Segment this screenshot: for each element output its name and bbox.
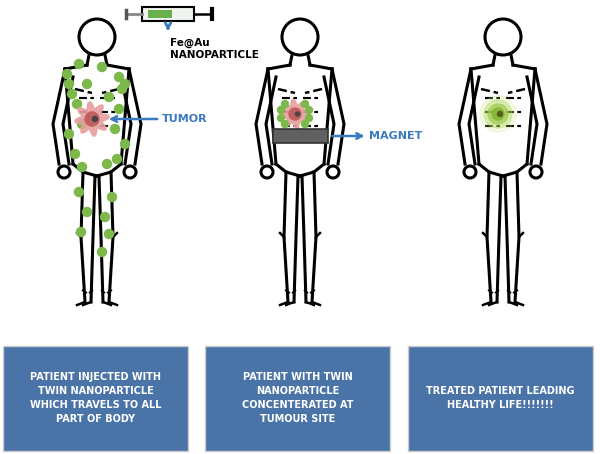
- Circle shape: [83, 207, 91, 217]
- Circle shape: [289, 108, 301, 120]
- Circle shape: [83, 79, 91, 89]
- Circle shape: [74, 59, 83, 69]
- Circle shape: [101, 212, 110, 222]
- Circle shape: [85, 112, 99, 126]
- Circle shape: [92, 117, 97, 122]
- Circle shape: [497, 112, 503, 117]
- Circle shape: [115, 73, 124, 82]
- Circle shape: [113, 154, 121, 163]
- Circle shape: [302, 120, 308, 128]
- Circle shape: [62, 69, 71, 79]
- Polygon shape: [75, 102, 109, 136]
- Circle shape: [110, 124, 119, 133]
- Circle shape: [77, 163, 86, 172]
- Circle shape: [77, 119, 86, 128]
- Circle shape: [103, 159, 112, 168]
- Circle shape: [281, 100, 289, 108]
- Circle shape: [71, 149, 79, 158]
- Circle shape: [296, 112, 299, 116]
- FancyBboxPatch shape: [142, 7, 194, 21]
- Bar: [148, 10, 172, 18]
- Circle shape: [305, 114, 313, 122]
- Circle shape: [97, 247, 107, 257]
- FancyBboxPatch shape: [408, 346, 593, 451]
- Text: TUMOR: TUMOR: [162, 114, 208, 124]
- Circle shape: [121, 79, 130, 89]
- Circle shape: [492, 108, 504, 120]
- Polygon shape: [280, 99, 310, 128]
- Circle shape: [65, 129, 74, 138]
- Circle shape: [484, 100, 512, 128]
- Circle shape: [77, 227, 86, 237]
- Circle shape: [104, 93, 113, 102]
- Circle shape: [104, 230, 113, 238]
- Circle shape: [488, 104, 508, 124]
- Circle shape: [121, 139, 130, 148]
- Circle shape: [67, 89, 77, 99]
- Text: Fe@Au
NANOPARTICLE: Fe@Au NANOPARTICLE: [170, 38, 259, 60]
- FancyBboxPatch shape: [272, 129, 328, 143]
- Circle shape: [73, 99, 82, 109]
- Text: MAGNET: MAGNET: [370, 131, 423, 141]
- Circle shape: [480, 96, 516, 132]
- FancyBboxPatch shape: [3, 346, 188, 451]
- Circle shape: [115, 104, 124, 114]
- Circle shape: [305, 107, 313, 114]
- Circle shape: [107, 192, 116, 202]
- Circle shape: [97, 63, 107, 71]
- Circle shape: [281, 120, 289, 128]
- Text: TREATED PATIENT LEADING
HEALTHY LIFE!!!!!!!: TREATED PATIENT LEADING HEALTHY LIFE!!!!…: [426, 386, 575, 410]
- Text: PATIENT WITH TWIN
NANOPARTICLE
CONCENTERATED AT
TUMOUR SITE: PATIENT WITH TWIN NANOPARTICLE CONCENTER…: [242, 372, 353, 424]
- Text: PATIENT INJECTED WITH
TWIN NANOPARTICLE
WHICH TRAVELS TO ALL
PART OF BODY: PATIENT INJECTED WITH TWIN NANOPARTICLE …: [30, 372, 161, 424]
- Circle shape: [302, 100, 308, 108]
- Circle shape: [118, 84, 127, 94]
- FancyBboxPatch shape: [205, 346, 390, 451]
- Circle shape: [65, 79, 74, 89]
- Circle shape: [277, 107, 284, 114]
- Circle shape: [74, 188, 83, 197]
- Circle shape: [277, 114, 284, 122]
